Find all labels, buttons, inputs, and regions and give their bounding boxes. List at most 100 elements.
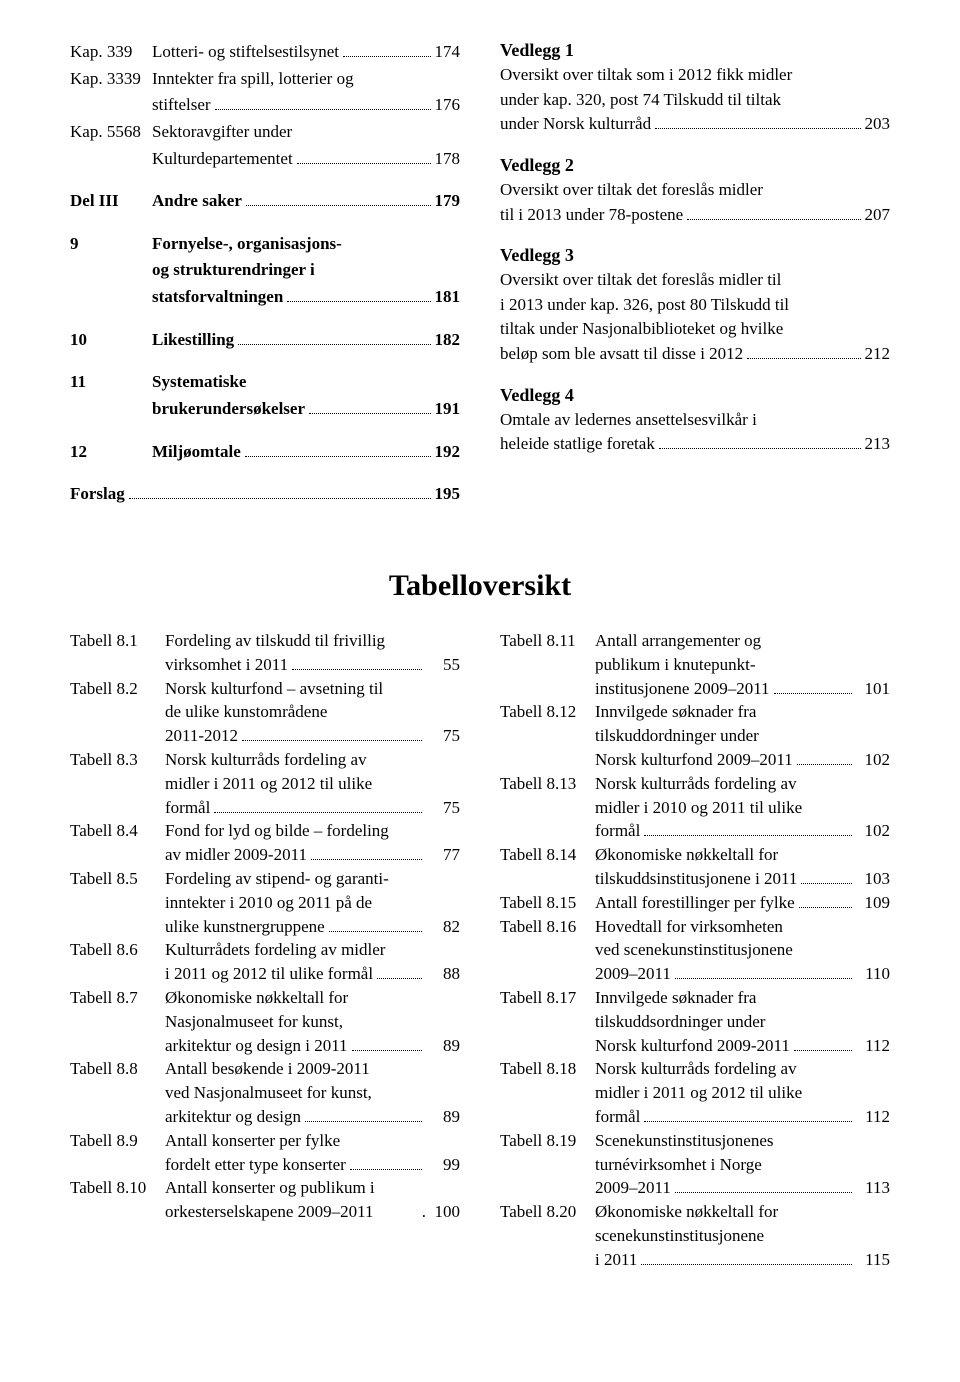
toc-label: Inntekter fra spill, lotterier og [152, 67, 354, 92]
toc-entry: og strukturendringer i [70, 258, 460, 283]
table-label: scenekunstinstitusjonene [595, 1224, 764, 1248]
toc-dots [309, 413, 431, 414]
toc-label: statsforvaltningen [152, 285, 283, 310]
table-label: Økonomiske nøkkeltall for [595, 1200, 778, 1224]
toc-dots [799, 907, 852, 908]
table-label: midler i 2010 og 2011 til ulike [595, 796, 802, 820]
table-entry: av midler 2009-201177 [70, 843, 460, 867]
table-number: Tabell 8.14 [500, 843, 595, 867]
toc-page: 182 [435, 328, 461, 353]
table-entry: ved scenekunstinstitusjonene [500, 938, 890, 962]
tabelloversikt-title: Tabelloversikt [70, 569, 890, 603]
table-entry: arkitektur og design89 [70, 1105, 460, 1129]
vedlegg-page: 212 [865, 342, 891, 367]
table-label: Hovedtall for virksomheten [595, 915, 783, 939]
toc-dots [644, 835, 852, 836]
toc-number: Kap. 339 [70, 40, 152, 65]
table-number: Tabell 8.13 [500, 772, 595, 796]
table-entry: ulike kunstnergruppene82 [70, 915, 460, 939]
vedlegg-block: Vedlegg 2Oversikt over tiltak det foresl… [500, 155, 890, 227]
table-number: Tabell 8.6 [70, 938, 165, 962]
table-entry: Tabell 8.2Norsk kulturfond – avsetning t… [70, 677, 460, 701]
table-number: Tabell 8.10 [70, 1176, 165, 1200]
toc-dots [794, 1050, 852, 1051]
toc-entry: Forslag195 [70, 482, 460, 507]
toc-gap [70, 312, 460, 328]
table-number: Tabell 8.8 [70, 1057, 165, 1081]
table-entry: inntekter i 2010 og 2011 på de [70, 891, 460, 915]
table-label: Fordeling av stipend- og garanti- [165, 867, 389, 891]
table-entry: Tabell 8.15Antall forestillinger per fyl… [500, 891, 890, 915]
table-entry: Tabell 8.17Innvilgede søknader fra [500, 986, 890, 1010]
toc-label: Andre saker [152, 189, 242, 214]
vedlegg-line: Oversikt over tiltak det foreslås midler [500, 178, 890, 203]
toc-right-column: Vedlegg 1Oversikt over tiltak som i 2012… [500, 40, 890, 509]
toc-number: Kap. 3339 [70, 67, 152, 92]
table-label: Norsk kulturråds fordeling av [595, 1057, 797, 1081]
table-entry: scenekunstinstitusjonene [500, 1224, 890, 1248]
toc-page: 178 [435, 147, 461, 172]
table-label: Antall arrangementer og [595, 629, 761, 653]
table-number: Tabell 8.15 [500, 891, 595, 915]
table-page: 75 [426, 796, 460, 820]
table-number: Tabell 8.12 [500, 700, 595, 724]
table-page: 112 [856, 1034, 890, 1058]
table-page: 110 [856, 962, 890, 986]
table-label: arkitektur og design i 2011 [165, 1034, 348, 1058]
table-label: formål [595, 819, 640, 843]
table-entry: Tabell 8.14Økonomiske nøkkeltall for [500, 843, 890, 867]
toc-label: Kulturdepartementet [152, 147, 293, 172]
toc-entry: Kap. 5568Sektoravgifter under [70, 120, 460, 145]
table-entry: Tabell 8.8Antall besøkende i 2009-2011 [70, 1057, 460, 1081]
table-entry: Tabell 8.9Antall konserter per fylke [70, 1129, 460, 1153]
toc-dots [292, 669, 422, 670]
table-label: midler i 2011 og 2012 til ulike [595, 1081, 802, 1105]
vedlegg-text: beløp som ble avsatt til disse i 2012 [500, 342, 743, 367]
table-entry: Tabell 8.3Norsk kulturråds fordeling av [70, 748, 460, 772]
vedlegg-line: beløp som ble avsatt til disse i 2012 212 [500, 342, 890, 367]
table-entry: Tabell 8.20Økonomiske nøkkeltall for [500, 1200, 890, 1224]
table-number: Tabell 8.18 [500, 1057, 595, 1081]
table-entry: 2011-201275 [70, 724, 460, 748]
toc-number: 9 [70, 232, 152, 257]
table-label: ved scenekunstinstitusjonene [595, 938, 793, 962]
toc-page: 179 [435, 189, 461, 214]
table-label: institusjonene 2009–2011 [595, 677, 770, 701]
table-label: de ulike kunstområdene [165, 700, 327, 724]
table-label: Antall forestillinger per fylke [595, 891, 795, 915]
table-entry: 2009–2011110 [500, 962, 890, 986]
table-page: 102 [856, 748, 890, 772]
toc-dots [675, 978, 852, 979]
table-entry: formål102 [500, 819, 890, 843]
table-page: 88 [426, 962, 460, 986]
table-label: virksomhet i 2011 [165, 653, 288, 677]
table-label: ved Nasjonalmuseet for kunst, [165, 1081, 372, 1105]
table-entry: midler i 2011 og 2012 til ulike [500, 1081, 890, 1105]
toc-page: 191 [435, 397, 461, 422]
table-entry: i 2011115 [500, 1248, 890, 1272]
table-label: turnévirksomhet i Norge [595, 1153, 762, 1177]
table-number: Tabell 8.2 [70, 677, 165, 701]
table-page: 89 [426, 1034, 460, 1058]
table-label: i 2011 og 2012 til ulike formål [165, 962, 373, 986]
toc-number: Kap. 5568 [70, 120, 152, 145]
toc-dots [655, 128, 860, 129]
table-label: Fond for lyd og bilde – fordeling [165, 819, 389, 843]
table-label: Antall besøkende i 2009-2011 [165, 1057, 370, 1081]
vedlegg-block: Vedlegg 1Oversikt over tiltak som i 2012… [500, 40, 890, 137]
vedlegg-heading: Vedlegg 4 [500, 385, 890, 406]
table-entry: Tabell 8.19Scenekunstinstitusjonenes [500, 1129, 890, 1153]
vedlegg-line: Oversikt over tiltak det foreslås midler… [500, 268, 890, 293]
table-entry: 2009–2011113 [500, 1176, 890, 1200]
table-number: Tabell 8.16 [500, 915, 595, 939]
vedlegg-block: Vedlegg 4Omtale av ledernes ansettelsesv… [500, 385, 890, 457]
table-label: Antall konserter per fylke [165, 1129, 340, 1153]
toc-dots [238, 344, 430, 345]
table-label: Økonomiske nøkkeltall for [595, 843, 778, 867]
table-label: i 2011 [595, 1248, 637, 1272]
toc-page: 181 [435, 285, 461, 310]
toc-label: Sektoravgifter under [152, 120, 292, 145]
vedlegg-text: under Norsk kulturråd [500, 112, 651, 137]
toc-dots [675, 1192, 852, 1193]
table-page: 89 [426, 1105, 460, 1129]
